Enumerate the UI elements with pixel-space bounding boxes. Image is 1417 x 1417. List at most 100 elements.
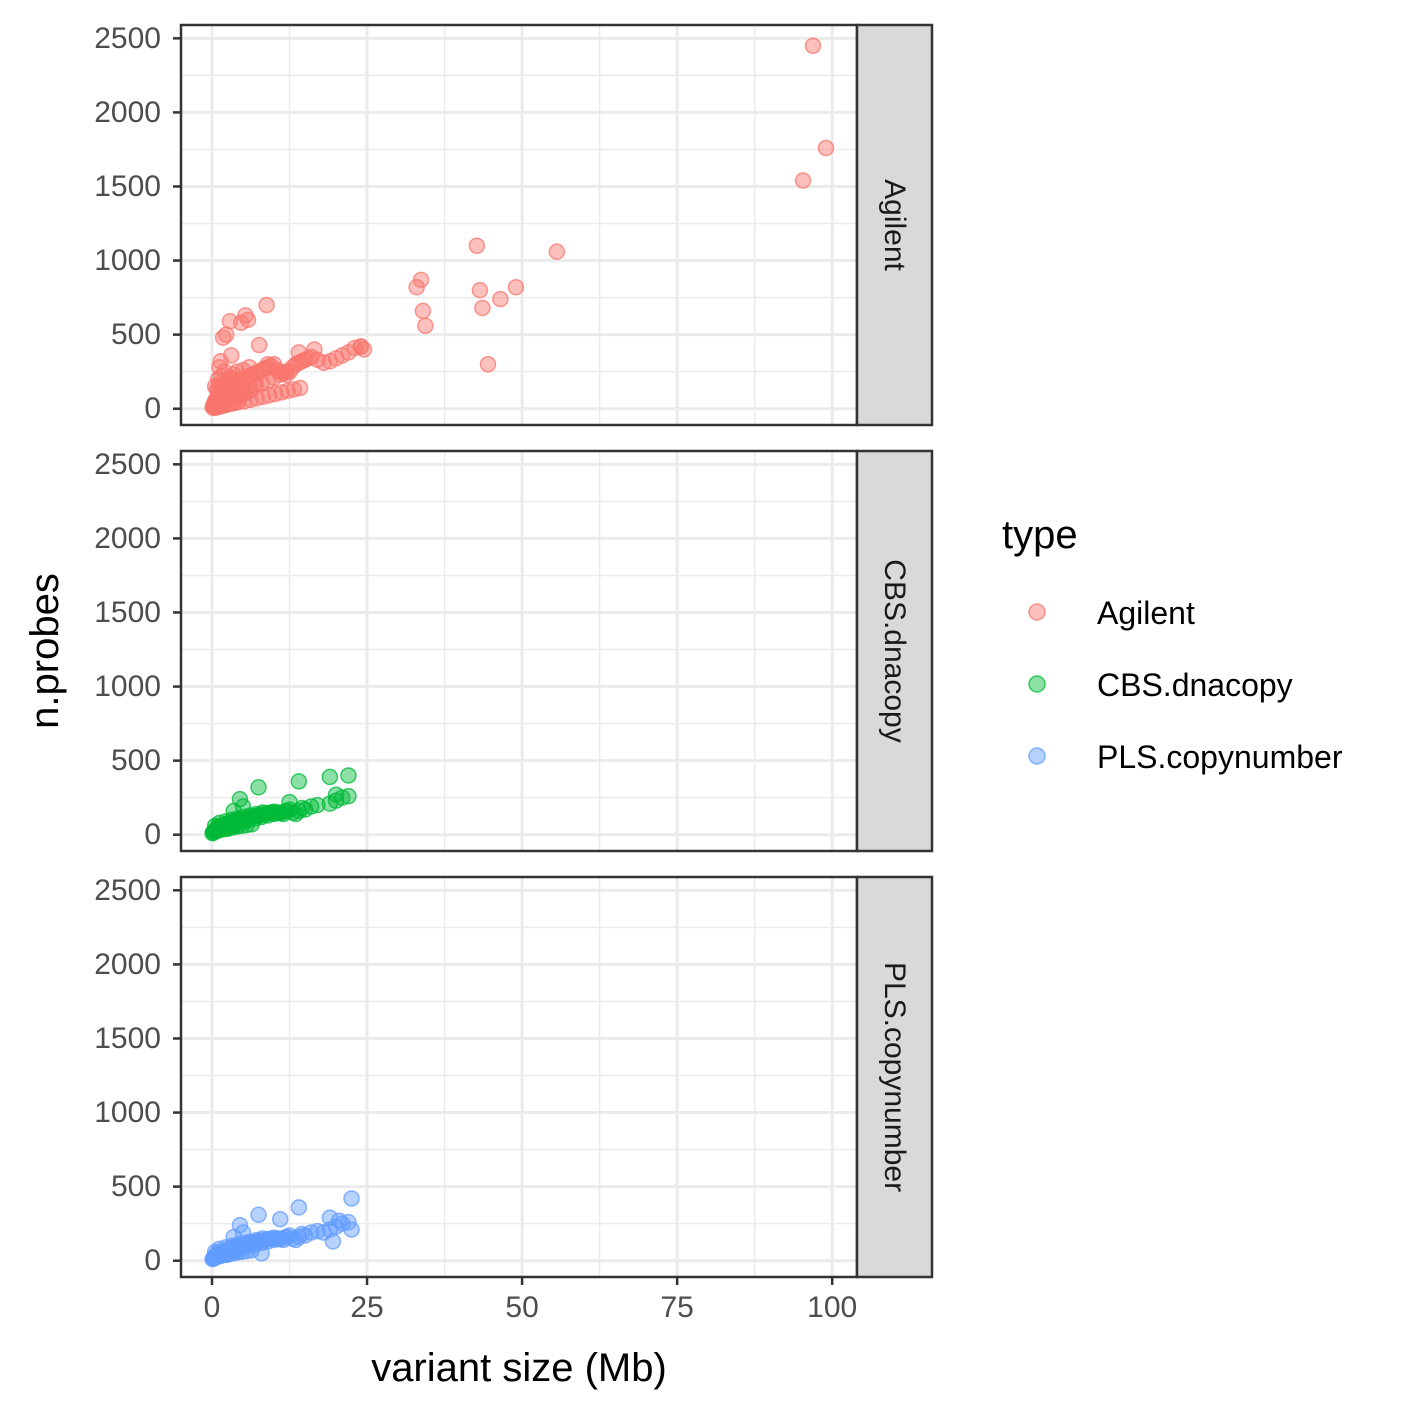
data-point bbox=[794, 172, 812, 189]
data-point bbox=[343, 1190, 360, 1207]
facet-strip-label: CBS.dnacopy bbox=[878, 559, 911, 742]
y-tick-label: 1000 bbox=[94, 1096, 161, 1129]
y-tick-label: 2500 bbox=[94, 874, 161, 907]
data-point bbox=[340, 767, 357, 784]
data-point bbox=[254, 804, 272, 821]
y-tick-label: 0 bbox=[144, 1244, 161, 1277]
data-point bbox=[278, 802, 295, 820]
data-point bbox=[330, 1212, 348, 1229]
data-point bbox=[281, 793, 298, 811]
data-point bbox=[290, 773, 308, 790]
facet-strip bbox=[855, 23, 934, 427]
x-tick-label: 25 bbox=[350, 1291, 383, 1324]
data-point bbox=[343, 1221, 360, 1238]
data-point bbox=[222, 347, 240, 364]
data-point bbox=[352, 338, 370, 355]
data-point bbox=[417, 317, 434, 334]
data-point bbox=[471, 281, 489, 299]
data-point bbox=[327, 786, 345, 803]
facet-panel-agilent: Agilent 0 500 1000 1500 2000 2500 bbox=[94, 22, 934, 427]
legend-key bbox=[1028, 675, 1046, 693]
points-pls-copynumber bbox=[204, 1190, 360, 1268]
y-tick-label: 1500 bbox=[94, 1022, 161, 1055]
legend-key bbox=[1028, 747, 1046, 765]
y-tick-label: 500 bbox=[111, 744, 161, 777]
data-point bbox=[302, 1224, 320, 1241]
points-agilent bbox=[204, 37, 835, 417]
data-point bbox=[211, 358, 228, 376]
facet-panel-pls-copynumber: PLS.copynumber 0 500 1000 1500 2000 2500 bbox=[94, 874, 934, 1279]
data-point bbox=[271, 1230, 289, 1247]
y-tick-label: 2500 bbox=[94, 22, 161, 55]
data-point bbox=[238, 816, 255, 834]
facet-panel-cbs-dnacopy: CBS.dnacopy 0 500 1000 1500 2000 2500 bbox=[94, 448, 934, 853]
data-point bbox=[278, 363, 295, 380]
y-tick-label: 1000 bbox=[94, 244, 161, 277]
data-point bbox=[267, 385, 284, 403]
data-point bbox=[254, 388, 272, 406]
data-point bbox=[234, 798, 252, 815]
data-point bbox=[474, 299, 491, 317]
data-point bbox=[271, 1210, 289, 1228]
data-point bbox=[239, 311, 257, 329]
y-tick-label: 1500 bbox=[94, 596, 161, 629]
data-point bbox=[817, 139, 835, 157]
data-point bbox=[254, 1230, 272, 1247]
data-point bbox=[315, 354, 332, 372]
y-tick-label: 500 bbox=[111, 1170, 161, 1203]
axes: variant size (Mb) n.probes bbox=[23, 573, 667, 1390]
legend: type Agilent CBS.dnacopy PLS.copynumber bbox=[1002, 513, 1343, 775]
data-point bbox=[250, 336, 268, 354]
data-point bbox=[290, 344, 308, 361]
data-point bbox=[234, 1224, 252, 1241]
data-point bbox=[479, 356, 497, 373]
data-point bbox=[804, 37, 822, 54]
data-point bbox=[260, 387, 278, 404]
data-point bbox=[240, 358, 258, 376]
data-point bbox=[243, 816, 260, 833]
data-point bbox=[321, 768, 339, 786]
legend-label: PLS.copynumber bbox=[1097, 739, 1343, 775]
data-point bbox=[291, 379, 309, 397]
data-point bbox=[247, 373, 264, 391]
data-point bbox=[259, 356, 277, 373]
y-axis-title: n.probes bbox=[23, 573, 67, 729]
x-tick-label: 50 bbox=[505, 1291, 538, 1324]
panels: Agilent 0 500 1000 1500 2000 2500 CBS.dnacopy 0 5… bbox=[94, 22, 934, 1324]
facet-strip-label: PLS.copynumber bbox=[878, 962, 911, 1192]
data-point bbox=[468, 237, 486, 254]
y-tick-label: 0 bbox=[144, 818, 161, 851]
data-point bbox=[306, 341, 323, 358]
legend-label: CBS.dnacopy bbox=[1097, 667, 1293, 703]
data-point bbox=[548, 243, 566, 260]
data-point bbox=[492, 290, 509, 308]
data-point bbox=[285, 381, 303, 398]
data-point bbox=[321, 1209, 339, 1226]
facet-strip-label: Agilent bbox=[878, 179, 911, 271]
y-tick-label: 1000 bbox=[94, 670, 161, 703]
x-tick-label: 75 bbox=[660, 1291, 693, 1324]
data-point bbox=[273, 384, 290, 401]
legend-title: type bbox=[1002, 513, 1078, 557]
data-point bbox=[279, 382, 296, 400]
data-point bbox=[507, 278, 525, 296]
panel-background bbox=[181, 451, 857, 851]
data-point bbox=[250, 1206, 267, 1224]
x-tick-label: 100 bbox=[807, 1291, 857, 1324]
y-tick-label: 2500 bbox=[94, 448, 161, 481]
x-axis-title: variant size (Mb) bbox=[371, 1346, 667, 1390]
data-point bbox=[309, 796, 326, 814]
x-axis: 0 25 50 75 100 bbox=[204, 1277, 857, 1324]
data-point bbox=[258, 296, 275, 314]
data-point bbox=[243, 1242, 260, 1259]
y-tick-label: 2000 bbox=[94, 96, 161, 129]
facet-strip bbox=[855, 449, 934, 853]
data-point bbox=[302, 798, 320, 815]
data-point bbox=[248, 805, 265, 823]
data-point bbox=[248, 390, 265, 407]
data-point bbox=[210, 376, 228, 394]
data-point bbox=[236, 393, 253, 410]
data-point bbox=[242, 391, 259, 409]
y-tick-label: 2000 bbox=[94, 522, 161, 555]
